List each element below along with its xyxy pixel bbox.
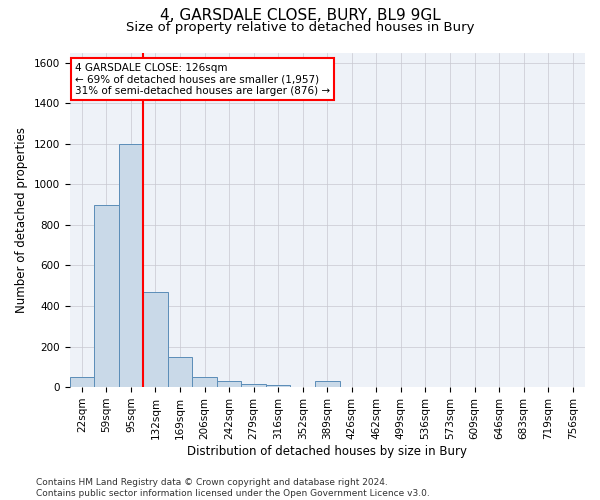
Text: Size of property relative to detached houses in Bury: Size of property relative to detached ho… [126,21,474,34]
Bar [94,204,119,387]
Bar [70,377,94,387]
Bar [192,377,217,387]
Bar [266,385,290,387]
Text: 4, GARSDALE CLOSE, BURY, BL9 9GL: 4, GARSDALE CLOSE, BURY, BL9 9GL [160,8,440,22]
Bar [217,381,241,387]
Text: 4 GARSDALE CLOSE: 126sqm
← 69% of detached houses are smaller (1,957)
31% of sem: 4 GARSDALE CLOSE: 126sqm ← 69% of detach… [74,62,330,96]
Y-axis label: Number of detached properties: Number of detached properties [15,127,28,313]
Bar [315,381,340,387]
Bar [119,144,143,387]
X-axis label: Distribution of detached houses by size in Bury: Distribution of detached houses by size … [187,444,467,458]
Bar [241,384,266,387]
Bar [168,356,192,387]
Text: Contains HM Land Registry data © Crown copyright and database right 2024.
Contai: Contains HM Land Registry data © Crown c… [36,478,430,498]
Bar [143,292,168,387]
